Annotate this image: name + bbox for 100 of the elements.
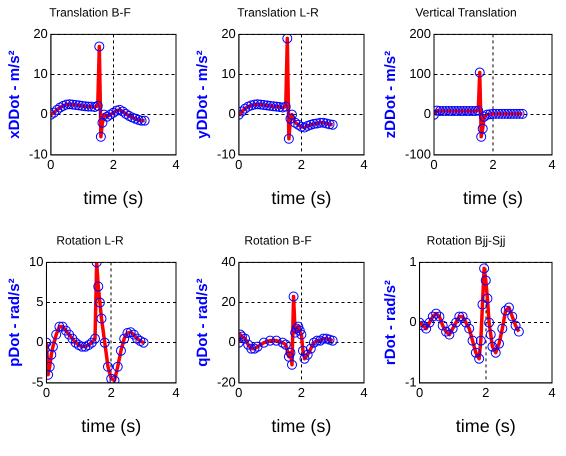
point [240, 334, 250, 344]
point [456, 106, 466, 116]
point [315, 118, 326, 128]
point [302, 350, 313, 360]
y-tick-label: 0 [424, 106, 432, 122]
x-tick-label: 4 [360, 385, 368, 400]
y-axis-title: xDDot - m/s² [6, 50, 24, 139]
point [48, 342, 58, 352]
point [249, 100, 260, 110]
point [494, 338, 504, 349]
point [510, 320, 521, 331]
point [454, 312, 464, 322]
point [55, 102, 66, 112]
point [290, 328, 300, 338]
point [288, 292, 299, 302]
point [112, 106, 122, 116]
point [318, 334, 328, 344]
point [54, 322, 64, 332]
point [271, 102, 282, 112]
point [86, 102, 96, 112]
point [256, 100, 266, 110]
point [96, 132, 106, 142]
point [507, 312, 518, 322]
point [500, 108, 510, 119]
point [108, 108, 118, 118]
x-axis-title: time (s) [81, 416, 142, 436]
point [278, 338, 288, 348]
point [328, 336, 338, 346]
point [461, 106, 472, 116]
point [464, 106, 474, 116]
point [124, 110, 134, 121]
point [116, 346, 126, 356]
point [258, 338, 269, 348]
point [68, 100, 78, 110]
x-tick-label: 2 [298, 385, 306, 400]
y-tick-label: 0 [228, 334, 236, 350]
point [490, 348, 501, 358]
point [500, 306, 511, 316]
y-tick-label: -100 [404, 146, 432, 162]
y-tick-label: 0 [409, 314, 417, 330]
point [51, 330, 62, 340]
point [458, 106, 469, 116]
point [268, 101, 278, 112]
point [474, 68, 485, 78]
point [477, 300, 488, 310]
y-tick-label: 100 [409, 66, 432, 82]
point [444, 330, 454, 340]
point [119, 334, 130, 344]
y-tick-label: 0 [228, 106, 236, 122]
y-tick-label: -10 [216, 146, 236, 162]
y-tick-label: -10 [28, 146, 48, 162]
point [470, 106, 480, 116]
x-tick-label: 2 [298, 157, 306, 172]
point [512, 108, 522, 119]
point [83, 102, 94, 112]
x-axis-title: time (s) [456, 416, 516, 436]
point [514, 108, 525, 119]
point [70, 100, 81, 110]
point [92, 100, 103, 111]
point [421, 324, 432, 334]
point [130, 114, 140, 124]
point [438, 106, 448, 116]
y-tick-label: 200 [409, 26, 432, 41]
point [460, 318, 471, 328]
point [485, 109, 496, 120]
point [46, 362, 55, 372]
x-axis-title: time (s) [271, 188, 332, 208]
y-axis-title: qDot - rad/s² [194, 278, 212, 367]
point [102, 112, 112, 122]
point [496, 108, 507, 119]
point [67, 334, 78, 344]
x-tick-label: 4 [172, 157, 180, 172]
point [287, 110, 298, 120]
point [458, 312, 468, 322]
x-tick-label: 4 [548, 385, 556, 400]
x-tick-label: 2 [110, 157, 118, 172]
chart-title: Translation B-F [49, 6, 131, 20]
point [484, 318, 494, 328]
point [74, 100, 84, 110]
point [324, 334, 335, 345]
point [424, 318, 434, 328]
point [506, 108, 516, 119]
point [94, 41, 104, 52]
point [308, 338, 319, 348]
chart-title: Translation L-R [237, 6, 320, 20]
point [487, 342, 498, 352]
point [452, 106, 463, 116]
point [480, 275, 491, 286]
point [296, 330, 306, 340]
point [293, 120, 304, 130]
point [77, 342, 88, 352]
point [258, 100, 269, 110]
chart-title: Rotation Bjj-Sjj [426, 234, 506, 248]
point [249, 344, 260, 354]
y-axis-title: rDot - rad/s² [382, 280, 400, 366]
point [306, 120, 316, 130]
point [518, 108, 528, 119]
point [321, 118, 332, 128]
point [450, 106, 460, 116]
point [280, 102, 291, 112]
